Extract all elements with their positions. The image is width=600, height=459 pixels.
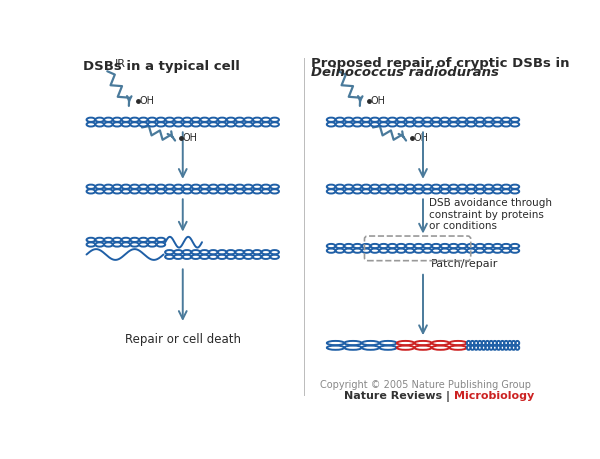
- Text: OH: OH: [140, 95, 155, 106]
- Text: OH: OH: [183, 133, 198, 143]
- Text: Microbiology: Microbiology: [454, 391, 534, 401]
- Text: Proposed repair of cryptic DSBs in: Proposed repair of cryptic DSBs in: [311, 56, 570, 70]
- Text: Copyright © 2005 Nature Publishing Group: Copyright © 2005 Nature Publishing Group: [320, 381, 531, 391]
- Text: Patch/repair: Patch/repair: [431, 259, 498, 269]
- Text: Nature Reviews |: Nature Reviews |: [344, 391, 454, 402]
- Text: DSB avoidance through
constraint by proteins
or conditions: DSB avoidance through constraint by prot…: [429, 198, 552, 231]
- Text: Deinococcus radiodurans: Deinococcus radiodurans: [311, 66, 499, 79]
- Text: IR: IR: [115, 59, 126, 69]
- Text: DSBs in a typical cell: DSBs in a typical cell: [83, 61, 239, 73]
- Text: Repair or cell death: Repair or cell death: [125, 333, 241, 346]
- Text: OH: OH: [414, 133, 429, 143]
- Text: OH: OH: [371, 95, 386, 106]
